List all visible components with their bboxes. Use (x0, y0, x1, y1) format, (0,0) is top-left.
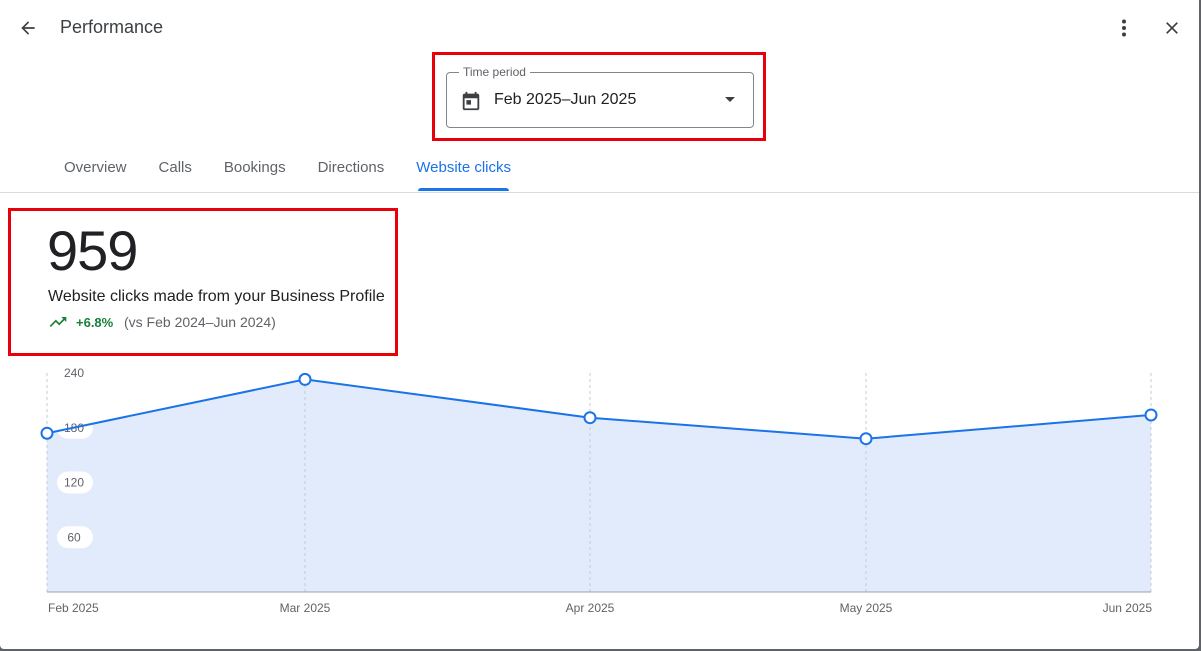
trend-change: +6.8% (76, 315, 114, 330)
tabs-divider (0, 192, 1199, 193)
chart-point (298, 372, 312, 386)
arrow-drop-down-icon (725, 97, 735, 102)
tab-calls[interactable]: Calls (158, 159, 192, 176)
metric-total: 959 (47, 219, 138, 282)
chart-point (583, 411, 597, 425)
time-period-label: Time period (459, 65, 530, 79)
page-title: Performance (60, 17, 164, 37)
chart-point (40, 426, 54, 440)
chart-point (859, 432, 873, 446)
chart-ytick-label: 60 (67, 530, 81, 544)
close-button[interactable] (1156, 12, 1188, 44)
chart-xtick-label: Apr 2025 (566, 601, 615, 615)
chart-ytick-bg (57, 471, 93, 494)
tab-overview[interactable]: Overview (64, 159, 127, 176)
metric-description: Website clicks made from your Business P… (48, 288, 385, 305)
chart-xtick-label: Mar 2025 (280, 601, 331, 615)
tab-directions[interactable]: Directions (317, 159, 385, 176)
chart-ytick-label: 120 (64, 476, 84, 490)
tab-website-clicks[interactable]: Website clicks (400, 146, 527, 192)
trending-up-icon (49, 317, 67, 327)
more-options-button[interactable] (1108, 12, 1140, 44)
time-period-select[interactable]: Time period Feb 2025–Jun 2025 (446, 65, 754, 128)
back-button[interactable] (12, 12, 44, 44)
close-icon (1166, 22, 1178, 34)
chart-ytick-bg (57, 526, 93, 549)
more-vert-icon (1122, 19, 1126, 37)
time-period-value: Feb 2025–Jun 2025 (494, 91, 637, 108)
arrow-back-icon (21, 21, 35, 35)
tab-bookings[interactable]: Bookings (223, 159, 286, 176)
chart-xtick-label: May 2025 (840, 601, 893, 615)
chart-area (47, 379, 1151, 592)
trend-comparison: (vs Feb 2024–Jun 2024) (124, 314, 276, 330)
calendar-icon (462, 91, 480, 111)
chart-point (1144, 408, 1158, 422)
metric-tabs: Overview Calls Bookings Directions Websi… (48, 146, 527, 192)
chart-xtick-label: Feb 2025 (48, 601, 99, 615)
chart-ytick-label: 240 (64, 366, 84, 380)
chart-xtick-label: Jun 2025 (1103, 601, 1153, 615)
